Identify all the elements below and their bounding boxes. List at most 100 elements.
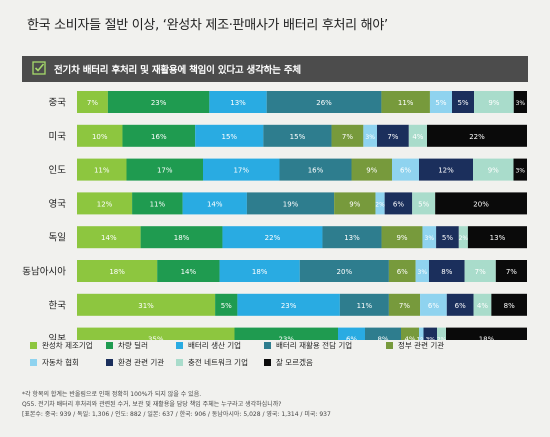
bar-segment	[495, 260, 527, 282]
subtitle-banner: 전기차 배터리 후처리 및 재활용에 책임이 있다고 생각하는 주체	[22, 56, 528, 82]
legend-item: 충전 네트워크 기업	[176, 357, 248, 368]
bar-segment	[126, 158, 203, 181]
data-label: 14%	[101, 234, 117, 242]
data-label: 13%	[230, 99, 246, 107]
data-label: 3%	[516, 100, 526, 107]
bar-segment	[392, 158, 419, 181]
data-label: 6%	[428, 302, 439, 310]
legend-swatch	[264, 358, 271, 366]
legend-label: 환경 관련 기관	[118, 358, 165, 367]
data-label: 15%	[221, 133, 237, 141]
bar-segment	[381, 226, 423, 249]
data-label: 9%	[366, 167, 377, 175]
bar-segment	[491, 293, 527, 316]
data-label: 6%	[397, 268, 408, 276]
data-label: 6%	[455, 302, 466, 310]
footnote-line: Q55. 전기차 배터리 후처리와 관련된 수거, 보관 및 재활용을 담당 책…	[22, 401, 282, 408]
data-label: 14%	[207, 200, 223, 208]
bar-segment	[437, 327, 446, 340]
data-label: 22%	[265, 234, 281, 242]
chart-subtitle: 전기차 배터리 후처리 및 재활용에 책임이 있다고 생각하는 주체	[54, 65, 301, 76]
legend-label: 배터리 생산 기업	[188, 341, 242, 350]
bar-segment	[77, 91, 108, 113]
bar-segment	[473, 158, 514, 181]
data-label: 3%	[425, 337, 435, 340]
bar-segment	[435, 192, 527, 215]
bar-segment	[415, 260, 429, 282]
data-label: 16%	[308, 167, 324, 175]
category-label: 영국	[49, 199, 67, 210]
data-label: 13%	[490, 234, 506, 242]
bar-segment	[365, 327, 401, 340]
data-label: 9%	[488, 167, 499, 175]
data-label: 35%	[148, 336, 164, 340]
data-label: 6%	[393, 200, 404, 208]
bar-segment	[429, 91, 452, 113]
checkbox-check-icon	[32, 61, 46, 75]
bar-segment	[467, 226, 527, 249]
bar-segment	[474, 91, 514, 113]
legend-label: 차량 딜러	[118, 341, 148, 350]
bar-segment	[513, 158, 527, 181]
data-label: 5%	[457, 99, 468, 107]
data-label: 7%	[399, 302, 410, 310]
legend-label: 자동차 협회	[42, 358, 79, 367]
data-label: 18%	[479, 336, 495, 340]
bar-segment	[219, 260, 300, 282]
legend-label: 완성차 제조기업	[42, 341, 93, 350]
data-label: 16%	[151, 133, 167, 141]
bar-segment	[77, 192, 133, 215]
bar-segment	[428, 260, 465, 282]
bar-segment	[182, 192, 247, 215]
data-label: 5%	[435, 99, 446, 107]
bar-segment	[77, 260, 158, 282]
bar-segment	[452, 91, 475, 113]
legend-item: 환경 관련 기관	[106, 357, 164, 368]
data-label: 11%	[150, 200, 166, 208]
data-label: 7%	[342, 133, 353, 141]
bar-segment	[401, 327, 419, 340]
legend-swatch	[30, 358, 37, 366]
data-label: 11%	[398, 99, 414, 107]
data-label: 2%	[375, 201, 385, 208]
bar-segment	[77, 293, 216, 316]
data-label: 8%	[377, 336, 388, 340]
legend-swatch	[30, 341, 37, 349]
data-label: 12%	[438, 167, 454, 175]
legend-item: 차량 딜러	[106, 340, 148, 351]
category-label: 인도	[49, 165, 67, 176]
bar-segment	[388, 260, 416, 282]
legend-label: 잘 모르겠음	[276, 358, 313, 367]
data-label: 20%	[337, 268, 353, 276]
bar-segment	[513, 91, 527, 113]
bar-segment	[446, 293, 474, 316]
category-label: 독일	[49, 233, 66, 244]
category-label: 한국	[49, 300, 67, 311]
data-label: 23%	[151, 99, 167, 107]
bar-segment	[132, 192, 183, 215]
bar-segment	[279, 158, 352, 181]
bar-segment	[237, 293, 340, 316]
data-label: 18%	[252, 268, 268, 276]
data-label: 5%	[221, 302, 232, 310]
data-label: 3%	[418, 269, 428, 276]
data-label: 11%	[94, 167, 110, 175]
data-label: 4%	[404, 336, 415, 340]
bar-segment	[458, 226, 468, 249]
data-label: 9%	[396, 234, 407, 242]
bar-segment	[203, 158, 280, 181]
data-label: 6%	[400, 167, 411, 175]
legend-item: 정부 관련 기관	[386, 340, 444, 351]
data-label: 26%	[316, 99, 332, 107]
legend-label: 충전 네트워크 기업	[188, 358, 248, 367]
bar-segment	[209, 91, 267, 113]
data-label: 5%	[442, 234, 453, 242]
data-label: 23%	[281, 302, 297, 310]
bar-segment	[266, 91, 382, 113]
legend-swatch	[106, 358, 113, 366]
data-label: 23%	[278, 336, 294, 340]
bar-segment	[195, 124, 264, 147]
data-label: 3%	[365, 134, 375, 141]
data-label: 17%	[233, 167, 249, 175]
data-label: 2%	[437, 337, 447, 340]
